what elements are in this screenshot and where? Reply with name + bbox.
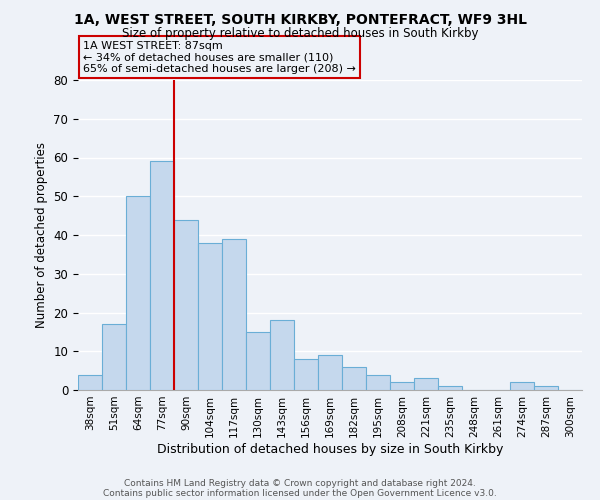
Text: Size of property relative to detached houses in South Kirkby: Size of property relative to detached ho… [122,28,478,40]
Bar [198,243,222,390]
Bar [366,374,390,390]
Bar [270,320,294,390]
Bar [510,382,534,390]
Bar [174,220,198,390]
Bar [102,324,126,390]
Text: 1A, WEST STREET, SOUTH KIRKBY, PONTEFRACT, WF9 3HL: 1A, WEST STREET, SOUTH KIRKBY, PONTEFRAC… [74,12,527,26]
Bar [126,196,150,390]
Bar [294,359,318,390]
Bar [246,332,270,390]
Bar [318,355,342,390]
Bar [438,386,462,390]
Bar [78,374,102,390]
X-axis label: Distribution of detached houses by size in South Kirkby: Distribution of detached houses by size … [157,442,503,456]
Y-axis label: Number of detached properties: Number of detached properties [35,142,48,328]
Text: 1A WEST STREET: 87sqm
← 34% of detached houses are smaller (110)
65% of semi-det: 1A WEST STREET: 87sqm ← 34% of detached … [83,40,356,74]
Text: Contains public sector information licensed under the Open Government Licence v3: Contains public sector information licen… [103,488,497,498]
Text: Contains HM Land Registry data © Crown copyright and database right 2024.: Contains HM Land Registry data © Crown c… [124,478,476,488]
Bar [342,367,366,390]
Bar [414,378,438,390]
Bar [150,162,174,390]
Bar [222,239,246,390]
Bar [390,382,414,390]
Bar [534,386,558,390]
